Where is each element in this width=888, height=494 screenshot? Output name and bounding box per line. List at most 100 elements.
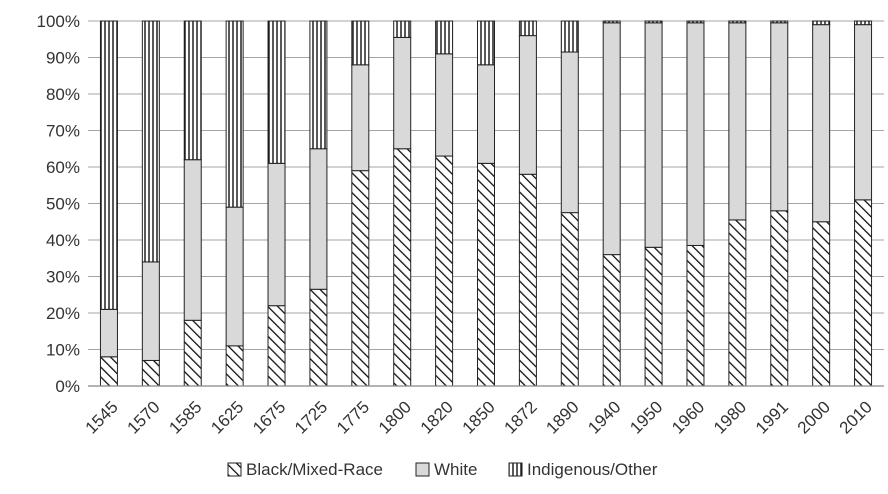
bar-segment-white	[644, 22, 663, 248]
bar-segment-indigenous-other	[393, 20, 412, 38]
x-tick-label: 1585	[165, 397, 205, 437]
bar-segment-white	[602, 22, 621, 256]
bar-stack-1775	[351, 20, 370, 387]
bar-segment-indigenous-other	[351, 20, 370, 66]
legend-label: Black/Mixed-Race	[246, 460, 383, 479]
bar-segment-white	[728, 22, 747, 221]
legend-label: White	[434, 460, 477, 479]
bar-segment-black-mixed-race	[770, 210, 789, 387]
y-tick-label: 0%	[55, 377, 80, 396]
y-tick-label: 20%	[46, 304, 80, 323]
bar-segment-white	[770, 22, 789, 212]
bar-segment-black-mixed-race	[141, 359, 160, 387]
x-tick-label: 1545	[82, 397, 122, 437]
bar-segment-indigenous-other	[854, 20, 873, 26]
x-tick-label: 1940	[584, 397, 624, 437]
y-axis-tick-labels: 0% 10% 20% 30% 40% 50% 60% 70% 80% 90% 100%	[37, 12, 80, 396]
x-tick-label: 1890	[542, 397, 582, 437]
bar-segment-white	[812, 24, 831, 223]
bar-segment-indigenous-other	[435, 20, 454, 55]
bar-segment-black-mixed-race	[267, 305, 286, 387]
bar-segment-white	[225, 206, 244, 347]
bar-segment-white	[351, 64, 370, 172]
bar-segment-indigenous-other	[770, 20, 789, 24]
y-tick-label: 60%	[46, 158, 80, 177]
bar-segment-indigenous-other	[267, 20, 286, 164]
bar-stack-1890	[560, 20, 579, 387]
bar-segment-black-mixed-race	[435, 155, 454, 387]
bar-segment-black-mixed-race	[183, 319, 202, 387]
bar-stack-1991	[770, 20, 789, 387]
bar-segment-white	[183, 159, 202, 321]
bar-segment-white	[560, 51, 579, 214]
bar-segment-black-mixed-race	[560, 212, 579, 387]
x-tick-label: 1820	[417, 397, 457, 437]
bar-segment-black-mixed-race	[812, 221, 831, 387]
x-tick-label: 1675	[249, 397, 289, 437]
bar-segment-black-mixed-race	[518, 173, 537, 387]
bars	[99, 20, 873, 387]
bar-stack-1725	[309, 20, 328, 387]
bar-segment-black-mixed-race	[602, 254, 621, 387]
bar-stack-1820	[435, 20, 454, 387]
x-tick-label: 1775	[333, 397, 373, 437]
bar-segment-indigenous-other	[225, 20, 244, 208]
x-tick-label: 2010	[836, 397, 876, 437]
bar-segment-black-mixed-race	[728, 219, 747, 387]
bar-stack-1960	[686, 20, 705, 387]
x-tick-label: 1960	[668, 397, 708, 437]
legend-label: Indigenous/Other	[527, 460, 658, 479]
bar-stack-1545	[99, 20, 118, 387]
bar-segment-white	[141, 261, 160, 361]
bar-segment-black-mixed-race	[393, 148, 412, 387]
x-tick-label: 1950	[626, 397, 666, 437]
legend: Black/Mixed-Race White Indigenous/Other	[227, 460, 658, 479]
bar-stack-1872	[518, 20, 537, 387]
bar-segment-indigenous-other	[560, 20, 579, 53]
x-tick-label: 1850	[459, 397, 499, 437]
bar-segment-white	[477, 64, 495, 164]
bar-segment-indigenous-other	[812, 20, 831, 26]
bar-segment-white	[518, 35, 537, 175]
bar-segment-indigenous-other	[183, 20, 202, 161]
bar-segment-white	[267, 162, 286, 307]
bar-segment-white	[686, 22, 705, 246]
y-tick-label: 30%	[46, 268, 80, 287]
bar-stack-1625	[225, 20, 244, 387]
x-tick-label: 1625	[207, 397, 247, 437]
x-tick-label: 1725	[291, 397, 331, 437]
bar-segment-white	[435, 53, 454, 157]
y-tick-label: 50%	[46, 195, 80, 214]
bar-stack-1850	[477, 20, 495, 387]
bar-stack-1675	[267, 20, 286, 387]
bar-segment-indigenous-other	[309, 20, 328, 150]
x-tick-label: 1991	[752, 397, 792, 437]
bar-stack-1940	[602, 20, 621, 387]
y-tick-label: 100%	[37, 12, 80, 31]
y-tick-label: 10%	[46, 341, 80, 360]
bar-segment-indigenous-other	[602, 20, 621, 24]
bar-segment-white	[393, 36, 412, 150]
bar-segment-indigenous-other	[644, 20, 663, 24]
bar-segment-white	[309, 148, 328, 290]
x-tick-label: 1872	[501, 397, 541, 437]
bar-stack-2000	[812, 20, 831, 387]
bar-segment-black-mixed-race	[99, 356, 118, 387]
x-tick-label: 1980	[710, 397, 750, 437]
bar-stack-2010	[854, 20, 873, 387]
legend-swatch	[508, 462, 523, 477]
bar-stack-1585	[183, 20, 202, 387]
bar-segment-indigenous-other	[728, 20, 747, 24]
y-tick-label: 80%	[46, 85, 80, 104]
bar-segment-indigenous-other	[686, 20, 705, 24]
y-tick-label: 40%	[46, 231, 80, 250]
bar-stack-1980	[728, 20, 747, 387]
x-tick-label: 2000	[794, 397, 834, 437]
bar-segment-black-mixed-race	[351, 170, 370, 387]
bar-stack-1800	[393, 20, 412, 387]
bar-segment-black-mixed-race	[309, 288, 328, 387]
bar-segment-indigenous-other	[477, 20, 495, 66]
bar-segment-indigenous-other	[141, 20, 160, 263]
